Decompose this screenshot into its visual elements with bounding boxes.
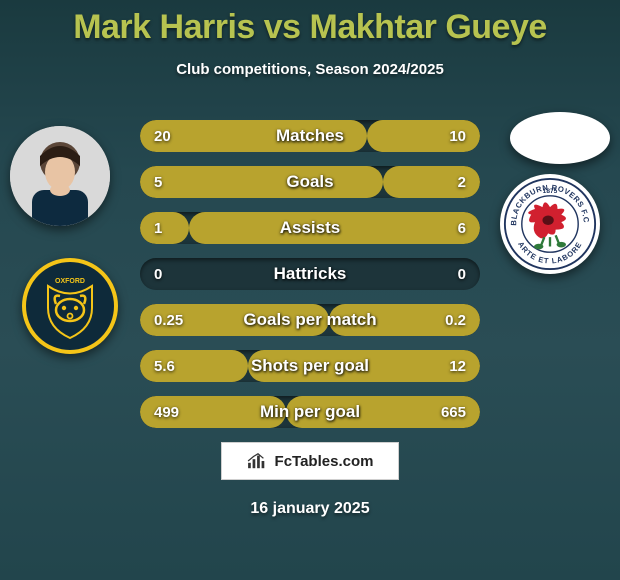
bar-row: Assists1 6 xyxy=(140,212,480,244)
bar-value-left: 0.25 xyxy=(154,304,183,336)
blackburn-rovers-icon: BLACKBURN ROVERS F.C. ARTE ET LABORE 187… xyxy=(503,177,597,271)
bar-value-left: 20 xyxy=(154,120,171,152)
bar-value-left: 0 xyxy=(154,258,162,290)
bar-value-right: 10 xyxy=(449,120,466,152)
club-badge-right: BLACKBURN ROVERS F.C. ARTE ET LABORE 187… xyxy=(500,174,600,274)
bar-value-left: 5.6 xyxy=(154,350,175,382)
bar-row: Goals per match0.25 0.2 xyxy=(140,304,480,336)
club-badge-left: OXFORD xyxy=(22,258,118,354)
player-left-photo xyxy=(10,126,110,226)
bar-row: Goals5 2 xyxy=(140,166,480,198)
fctables-watermark: FcTables.com xyxy=(221,442,399,480)
page-title: Mark Harris vs Makhtar Gueye xyxy=(0,0,620,47)
fctables-label: FcTables.com xyxy=(275,453,374,470)
bar-label: Matches xyxy=(140,120,480,152)
bar-value-right: 2 xyxy=(458,166,466,198)
bar-label: Hattricks xyxy=(140,258,480,290)
bar-row: Shots per goal5.6 12 xyxy=(140,350,480,382)
bar-value-right: 0.2 xyxy=(445,304,466,336)
bar-value-left: 499 xyxy=(154,396,179,428)
bar-label: Goals xyxy=(140,166,480,198)
bar-value-left: 1 xyxy=(154,212,162,244)
bar-label: Shots per goal xyxy=(140,350,480,382)
bar-label: Assists xyxy=(140,212,480,244)
bar-value-right: 0 xyxy=(458,258,466,290)
bar-row: Matches20 10 xyxy=(140,120,480,152)
player-right-photo xyxy=(510,112,610,164)
avatar-icon xyxy=(10,126,110,226)
bar-label: Min per goal xyxy=(140,396,480,428)
bar-row: Hattricks0 0 xyxy=(140,258,480,290)
comparison-bars: Matches20 10 Goals5 2 Assists1 6 Hattricks0 0 Go… xyxy=(140,120,480,442)
bar-row: Min per goal499 665 xyxy=(140,396,480,428)
bar-value-right: 665 xyxy=(441,396,466,428)
page-subtitle: Club competitions, Season 2024/2025 xyxy=(0,61,620,78)
date-label: 16 january 2025 xyxy=(0,500,620,518)
bar-value-right: 12 xyxy=(449,350,466,382)
svg-text:OXFORD: OXFORD xyxy=(55,278,85,285)
bar-value-left: 5 xyxy=(154,166,162,198)
bar-label: Goals per match xyxy=(140,304,480,336)
oxford-united-icon: OXFORD xyxy=(30,266,110,346)
bar-value-right: 6 xyxy=(458,212,466,244)
svg-text:1875: 1875 xyxy=(543,188,558,195)
bar-chart-icon xyxy=(247,452,269,470)
